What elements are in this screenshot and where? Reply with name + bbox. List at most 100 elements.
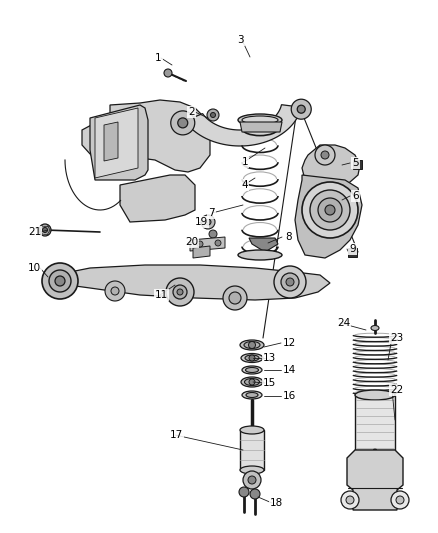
Text: 12: 12 [283, 338, 296, 348]
Polygon shape [302, 145, 360, 197]
Text: 17: 17 [170, 430, 183, 440]
Circle shape [286, 278, 294, 286]
Circle shape [341, 491, 359, 509]
Ellipse shape [238, 114, 282, 126]
Circle shape [215, 240, 221, 246]
Circle shape [209, 230, 217, 238]
Circle shape [274, 266, 306, 298]
Text: 3: 3 [237, 35, 244, 45]
Circle shape [55, 276, 65, 286]
Circle shape [291, 99, 311, 119]
Text: 1: 1 [241, 157, 248, 167]
Ellipse shape [240, 466, 264, 474]
Circle shape [248, 476, 256, 484]
Polygon shape [295, 175, 362, 258]
Ellipse shape [241, 377, 263, 387]
Polygon shape [353, 160, 362, 169]
Ellipse shape [245, 355, 259, 361]
Text: 2: 2 [188, 107, 195, 117]
Circle shape [297, 105, 305, 113]
Ellipse shape [371, 326, 379, 330]
Text: 13: 13 [263, 353, 276, 363]
Circle shape [281, 273, 299, 291]
Text: 21: 21 [28, 227, 41, 237]
Text: 10: 10 [28, 263, 41, 273]
Circle shape [248, 342, 255, 349]
Ellipse shape [246, 392, 258, 398]
Ellipse shape [242, 391, 262, 399]
Ellipse shape [244, 342, 260, 349]
Polygon shape [240, 430, 264, 470]
Text: 11: 11 [155, 290, 168, 300]
Ellipse shape [238, 250, 282, 260]
Text: 15: 15 [263, 378, 276, 388]
Polygon shape [185, 104, 301, 146]
Circle shape [166, 278, 194, 306]
Circle shape [177, 289, 183, 295]
Circle shape [346, 496, 354, 504]
Circle shape [111, 287, 119, 295]
Circle shape [243, 471, 261, 489]
Polygon shape [190, 237, 225, 251]
Ellipse shape [240, 340, 264, 350]
Text: 9: 9 [349, 244, 356, 254]
Circle shape [42, 263, 78, 299]
Circle shape [315, 145, 335, 165]
Text: 22: 22 [390, 385, 403, 395]
Polygon shape [104, 122, 118, 161]
Ellipse shape [355, 390, 395, 400]
Circle shape [321, 151, 329, 159]
Circle shape [250, 489, 260, 499]
Text: 20: 20 [185, 237, 198, 247]
Polygon shape [120, 175, 195, 222]
Circle shape [178, 118, 188, 128]
Circle shape [105, 281, 125, 301]
Circle shape [173, 285, 187, 299]
Circle shape [42, 228, 47, 232]
Text: 18: 18 [270, 498, 283, 508]
Polygon shape [347, 450, 403, 510]
Polygon shape [240, 122, 282, 132]
Circle shape [197, 241, 203, 247]
Polygon shape [95, 108, 138, 178]
Polygon shape [355, 395, 395, 450]
Text: 1: 1 [155, 53, 162, 63]
Circle shape [249, 379, 255, 385]
Circle shape [223, 286, 247, 310]
Text: 19: 19 [195, 217, 208, 227]
Circle shape [205, 219, 211, 225]
Circle shape [239, 487, 249, 497]
Circle shape [39, 224, 51, 236]
Polygon shape [45, 265, 330, 300]
Text: 4: 4 [241, 180, 248, 190]
Ellipse shape [246, 367, 258, 373]
Circle shape [171, 111, 195, 135]
Text: 6: 6 [352, 191, 359, 201]
Circle shape [302, 182, 358, 238]
Polygon shape [193, 246, 210, 258]
Ellipse shape [241, 353, 263, 362]
Text: 14: 14 [283, 365, 296, 375]
Circle shape [318, 198, 342, 222]
Ellipse shape [244, 378, 259, 385]
Circle shape [310, 190, 350, 230]
Circle shape [164, 69, 172, 77]
Circle shape [396, 496, 404, 504]
Ellipse shape [242, 116, 278, 124]
Circle shape [201, 215, 215, 229]
Polygon shape [82, 100, 210, 172]
Text: 5: 5 [352, 158, 359, 168]
Circle shape [249, 355, 255, 361]
Polygon shape [348, 248, 357, 257]
Ellipse shape [240, 426, 264, 434]
Circle shape [229, 292, 241, 304]
Circle shape [207, 109, 219, 121]
Circle shape [391, 491, 409, 509]
Polygon shape [90, 105, 148, 180]
Text: 23: 23 [390, 333, 403, 343]
Circle shape [49, 270, 71, 292]
Ellipse shape [242, 366, 262, 374]
Text: 8: 8 [285, 232, 292, 242]
Text: 16: 16 [283, 391, 296, 401]
Polygon shape [249, 238, 278, 252]
